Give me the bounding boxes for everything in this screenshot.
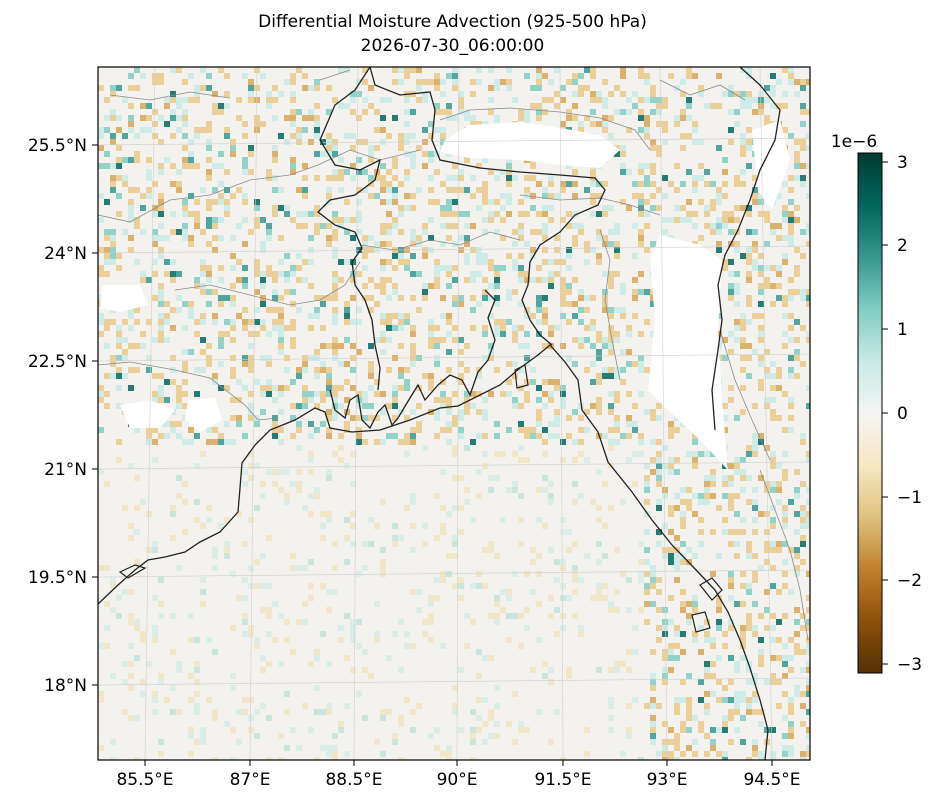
lat-axis: 25.5°N 24°N 22.5°N 21°N 19.5°N 18°N <box>28 136 98 696</box>
map-frame <box>97 66 811 761</box>
map-panel <box>98 67 810 760</box>
islands <box>118 364 723 633</box>
colorbar-exponent-label: 1e−6 <box>831 132 877 152</box>
lon-tick-label: 91.5°E <box>534 770 591 790</box>
lon-tick-label: 87°E <box>230 770 271 790</box>
colorbar-tick-label: 3 <box>897 153 908 173</box>
missing-data-areas <box>100 120 790 470</box>
lat-tick-label: 19.5°N <box>28 568 87 588</box>
lat-tick-label: 22.5°N <box>28 352 87 372</box>
lon-axis: 85.5°E 87°E 88.5°E 90°E 91.5°E 93°E 94.5… <box>116 760 801 790</box>
lon-tick-label: 94.5°E <box>743 770 800 790</box>
colorbar-tick-label: 1 <box>897 320 908 340</box>
lat-tick-label: 25.5°N <box>28 136 87 156</box>
graticule <box>98 67 810 760</box>
lon-tick-label: 93°E <box>647 770 688 790</box>
colorbar-tick-label: 0 <box>897 404 908 424</box>
lat-tick-label: 18°N <box>44 676 87 696</box>
colorbar: 1e−6 3 2 1 0 −1 −2 −3 <box>831 132 922 675</box>
admin-borders <box>98 69 809 641</box>
lat-tick-label: 24°N <box>44 244 87 264</box>
lon-tick-label: 88.5°E <box>325 770 382 790</box>
colorbar-tick-label: 2 <box>897 236 908 256</box>
colorbar-tick-label: −3 <box>897 655 922 675</box>
lon-tick-label: 90°E <box>437 770 478 790</box>
plot-title: Differential Moisture Advection (925-500… <box>258 12 647 32</box>
lat-tick-label: 21°N <box>44 460 87 480</box>
colorbar-gradient <box>857 152 883 674</box>
coastline <box>98 67 781 760</box>
plot-subtitle: 2026-07-30_06:00:00 <box>360 36 545 56</box>
colorbar-tick-label: −1 <box>897 488 922 508</box>
colorbar-tick-label: −2 <box>897 571 922 591</box>
lon-tick-label: 85.5°E <box>116 770 173 790</box>
